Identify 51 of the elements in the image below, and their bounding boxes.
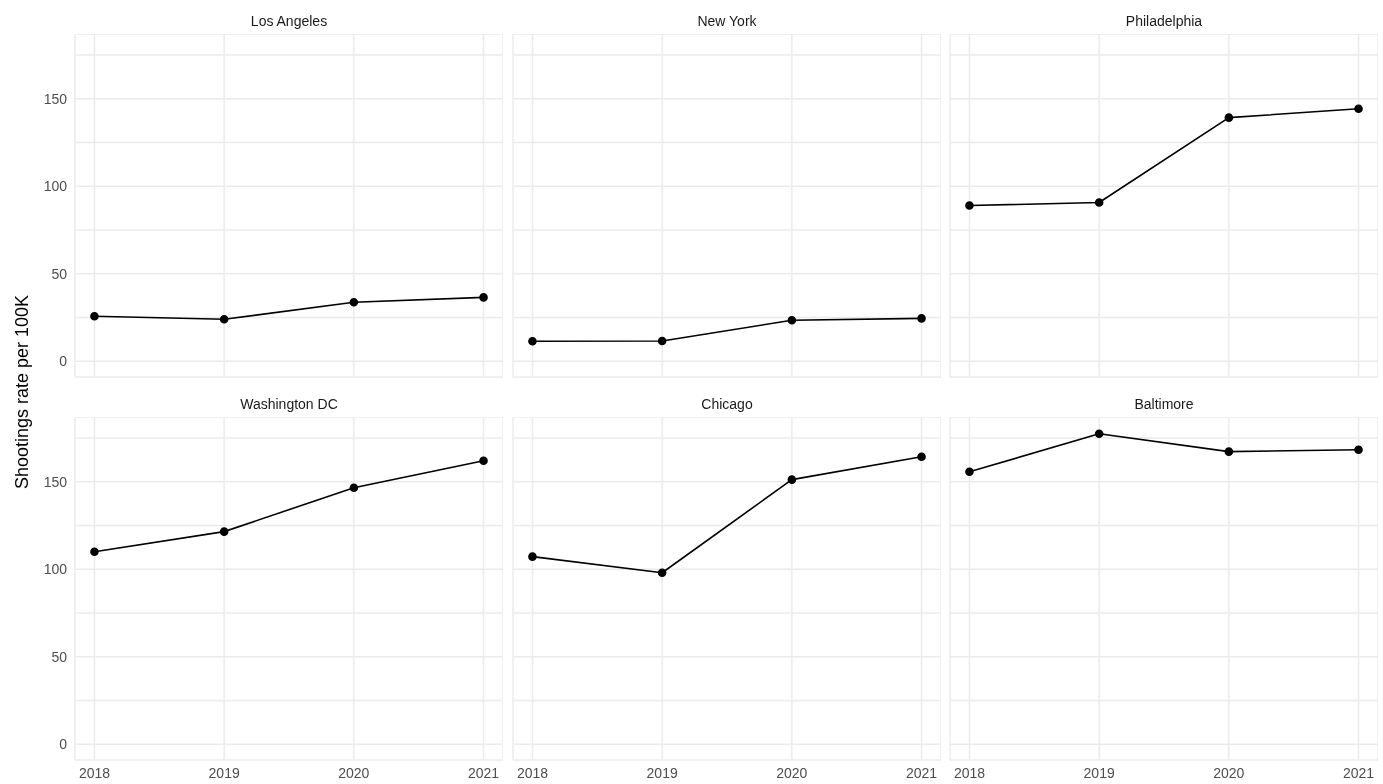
point <box>90 311 99 321</box>
y-tick-label: 0 <box>59 736 68 753</box>
point <box>787 316 797 325</box>
y-tick-label: 150 <box>43 90 68 107</box>
point <box>1094 198 1104 207</box>
point <box>1354 104 1363 114</box>
chart-title: New York <box>696 12 758 31</box>
chart-title: Chicago <box>700 395 754 414</box>
x-tick-label: 2019 <box>646 764 678 781</box>
y-tick-label: 150 <box>43 473 68 490</box>
x-tick-label: 2018 <box>516 764 549 781</box>
point <box>349 483 359 492</box>
x-tick-label: 2020 <box>1213 764 1245 781</box>
y-tick-label: 50 <box>51 265 68 282</box>
point <box>528 552 537 561</box>
chart-title: Los Angeles <box>249 12 329 31</box>
chart-title: Baltimore <box>1133 395 1195 414</box>
x-tick-label: 2018 <box>953 764 986 781</box>
x-tick-label: 2021 <box>467 764 500 781</box>
chart-title: Philadelphia <box>1124 12 1204 31</box>
y-tick-label: 50 <box>51 648 68 665</box>
point <box>219 314 229 324</box>
point <box>90 547 99 557</box>
point <box>1224 113 1234 122</box>
point <box>1094 429 1104 439</box>
point <box>219 527 229 536</box>
x-tick-label: 2020 <box>776 764 808 781</box>
y-tick-label: 100 <box>43 178 68 195</box>
point <box>657 568 667 578</box>
y-tick-label: 0 <box>59 353 68 370</box>
x-tick-label: 2019 <box>1083 764 1115 781</box>
point <box>965 467 974 477</box>
point <box>657 336 667 346</box>
x-tick-label: 2020 <box>338 764 370 781</box>
y-tick-label: 100 <box>43 561 68 578</box>
point <box>1224 447 1234 456</box>
point <box>479 293 488 302</box>
x-tick-label: 2021 <box>1342 764 1375 781</box>
x-tick-label: 2019 <box>208 764 240 781</box>
point <box>1354 445 1363 455</box>
x-tick-label: 2018 <box>78 764 111 781</box>
point <box>528 337 537 346</box>
point <box>965 201 974 210</box>
point <box>787 475 797 484</box>
x-tick-label: 2021 <box>905 764 938 781</box>
point <box>479 456 488 466</box>
chart-title: Washington DC <box>239 395 339 414</box>
point <box>917 452 926 462</box>
y-axis-title: Shootings rate per 100K <box>11 294 33 490</box>
point <box>349 297 359 307</box>
point <box>917 314 926 323</box>
